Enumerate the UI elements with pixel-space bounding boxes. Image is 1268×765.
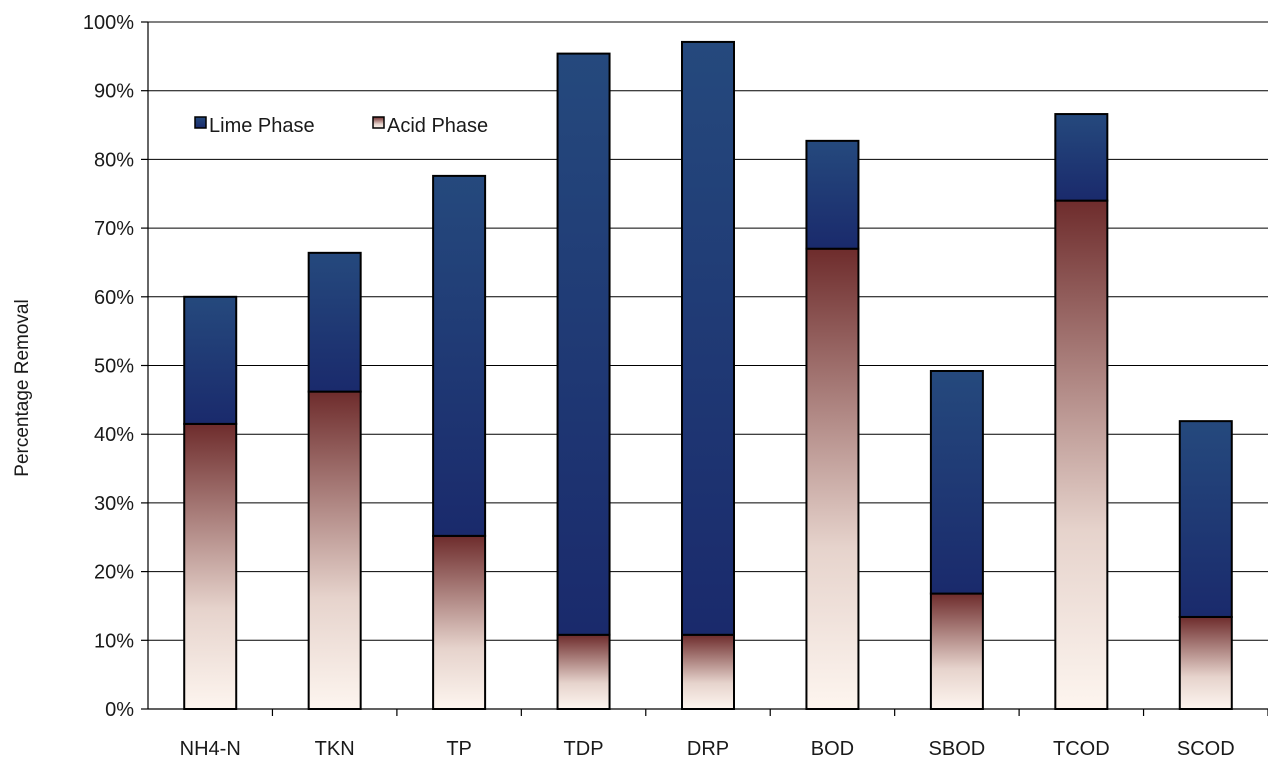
y-tick-label: 80% (94, 149, 134, 171)
x-tick-label: SBOD (929, 738, 986, 760)
y-tick-label: 100% (83, 12, 134, 34)
x-tick-labels: NH4-N TKN TP TDP DRP BOD SBOD TCOD SCOD (180, 738, 1235, 760)
bars (183, 40, 1233, 711)
y-tick-label: 30% (94, 493, 134, 515)
bar-lime-phase-nh4-n (183, 295, 238, 425)
x-tick-label: NH4-N (180, 738, 241, 760)
bar-acid-phase-nh4-n (183, 422, 238, 710)
y-tick-label: 20% (94, 562, 134, 584)
bar-acid-phase-tp (432, 534, 487, 710)
bar-acid-phase-tdp (556, 633, 611, 711)
bar-lime-phase-scod (1178, 420, 1233, 618)
bar-acid-phase-tkn (307, 390, 362, 710)
x-tick-label: TCOD (1053, 738, 1110, 760)
y-tick-label: 50% (94, 356, 134, 378)
bar-lime-phase-tp (432, 174, 487, 537)
bar-lime-phase-tkn (307, 251, 362, 393)
y-tick-label: 90% (94, 81, 134, 103)
x-tick-label: BOD (811, 738, 854, 760)
x-tick-label: DRP (687, 738, 729, 760)
axes (141, 21, 1268, 716)
x-tick-label: SCOD (1177, 738, 1235, 760)
bar-lime-phase-bod (805, 139, 860, 250)
y-tick-label: 70% (94, 218, 134, 240)
legend-swatch-acid (372, 116, 385, 129)
x-tick-label: TKN (315, 738, 355, 760)
bar-lime-phase-sbod (929, 369, 984, 595)
legend: Lime Phase Acid Phase (194, 115, 488, 137)
bar-acid-phase-drp (681, 633, 735, 711)
legend-label-lime: Lime Phase (209, 115, 315, 137)
bar-acid-phase-sbod (929, 592, 984, 710)
y-tick-label: 10% (94, 630, 134, 652)
y-tick-label: 0% (105, 699, 134, 721)
bar-acid-phase-bod (805, 247, 860, 711)
bar-acid-phase-tcod (1054, 199, 1109, 710)
bar-lime-phase-drp (681, 40, 735, 636)
y-tick-label: 60% (94, 287, 134, 309)
bar-lime-phase-tdp (556, 52, 611, 636)
y-axis-label: Percentage Removal (12, 299, 33, 476)
y-tick-label: 40% (94, 424, 134, 446)
y-tick-labels: 0% 10% 20% 30% 40% 50% 60% 70% 80% 90% 100% (83, 12, 134, 721)
bar-lime-phase-tcod (1054, 113, 1109, 202)
x-tick-label: TP (446, 738, 472, 760)
legend-label-acid: Acid Phase (387, 115, 488, 137)
legend-swatch-lime (194, 116, 207, 129)
bar-acid-phase-scod (1178, 615, 1233, 711)
x-tick-label: TDP (564, 738, 604, 760)
